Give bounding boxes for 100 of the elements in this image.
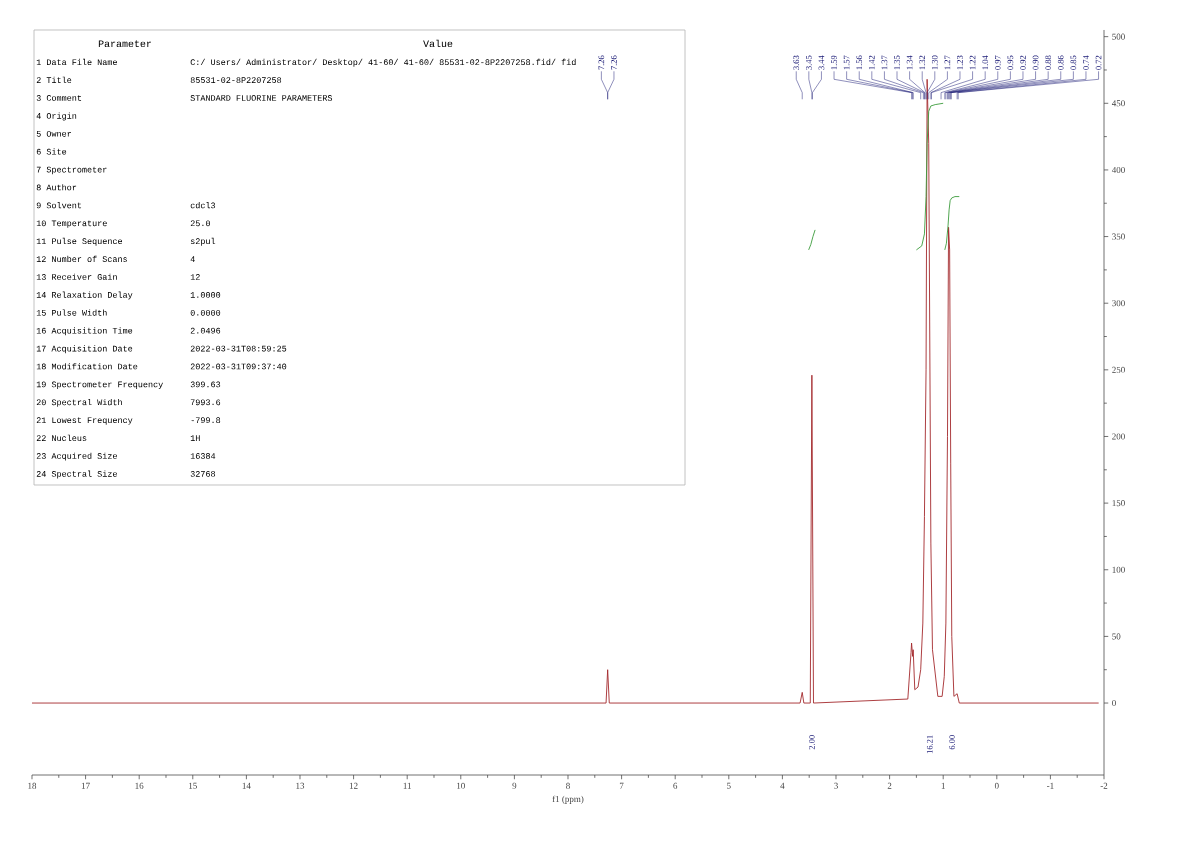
annotation: s2pul: [190, 237, 216, 246]
x-tick-label: 17: [81, 782, 90, 789]
y-tick-label: 350: [1112, 233, 1125, 240]
x-tick-label: 10: [457, 782, 465, 789]
x-tick-label: 12: [349, 782, 358, 789]
annotation: 2.0496: [190, 327, 221, 334]
x-tick-label: 2: [887, 782, 892, 789]
line-series: [915, 102, 944, 251]
x-tick-label: 11: [403, 782, 411, 789]
annotation: 21 Lowest Frequency: [36, 417, 133, 425]
annotation: 17 Acquisition Date: [36, 345, 133, 354]
annotation: 1.42: [868, 55, 875, 70]
x-tick-label: 8: [566, 782, 570, 789]
annotation: 5 Owner: [36, 130, 72, 137]
x-tick-label: -1: [1046, 782, 1054, 789]
annotation: 399.63: [190, 381, 221, 388]
annotation: 0.92: [1020, 55, 1026, 70]
annotation: 0.86: [1057, 55, 1064, 70]
annotation: 25.0: [190, 220, 211, 227]
annotation: 1.59: [831, 55, 837, 70]
annotation: 1.0000: [190, 292, 221, 298]
annotation: 7 Spectrometer: [36, 166, 107, 175]
annotation: 2022-03-31T09:37:40: [190, 363, 287, 370]
y-tick-label: 100: [1112, 566, 1125, 573]
annotation: 0.0000: [190, 309, 221, 316]
x-tick-label: 0: [994, 782, 999, 789]
annotation: 10 Temperature: [36, 220, 107, 228]
x-axis-title: f1 (ppm): [552, 795, 584, 804]
annotation: 1.22: [969, 55, 976, 70]
annotation: 3.63: [793, 55, 800, 70]
annotation: 14 Relaxation Delay: [36, 291, 133, 300]
annotation: 2 Title: [36, 76, 72, 83]
annotation: 8 Author: [36, 184, 77, 191]
annotation: 4 Origin: [36, 112, 77, 121]
line-series: [31, 78, 1100, 704]
annotation: 2022-03-31T08:59:25: [190, 345, 287, 352]
x-tick-label: 15: [189, 782, 197, 789]
annotation: 7.26: [598, 55, 605, 70]
annotation: 3.45: [805, 55, 812, 70]
annotation: 2.00: [809, 735, 815, 750]
y-tick-label: 250: [1112, 366, 1125, 373]
y-tick-label: 300: [1112, 300, 1125, 307]
annotation: Parameter: [98, 40, 152, 48]
annotation: 7993.6: [190, 399, 221, 406]
annotation: 1.32: [919, 55, 926, 70]
annotation: 0.95: [1007, 55, 1014, 70]
annotation: 1.57: [843, 55, 850, 70]
annotation: 32768: [190, 471, 216, 477]
annotation: cdcl3: [190, 202, 216, 209]
annotation: 1.30: [931, 55, 938, 70]
annotation: 16384: [190, 453, 216, 459]
annotation: 4: [190, 256, 195, 262]
annotation: 12 Number of Scans: [36, 255, 127, 262]
annotation: 11 Pulse Sequence: [36, 237, 123, 246]
annotation: STANDARD FLUORINE PARAMETERS: [190, 95, 333, 101]
annotation: 0.97: [994, 55, 1001, 70]
x-tick-label: 18: [28, 782, 37, 789]
annotation: 1.35: [894, 55, 900, 70]
annotation: 12: [190, 274, 200, 280]
annotation: 6.00: [949, 735, 955, 750]
annotation: 23 Acquired Size: [36, 452, 117, 461]
y-tick-label: 450: [1111, 100, 1125, 107]
annotation: 1.23: [957, 55, 963, 70]
annotation: 1.37: [881, 55, 888, 70]
annotation: 18 Modification Date: [36, 363, 138, 370]
x-tick-label: 16: [135, 782, 144, 789]
annotation: C:/ Users/ Administrator/ Desktop/ 41-60/ 41-60/ 85531-02-8P2207258.fid/ fid: [190, 58, 576, 67]
annotation: 16 Acquisition Time: [36, 327, 133, 336]
annotation: 0.88: [1045, 55, 1052, 70]
annotation: Value: [423, 39, 453, 48]
y-tick-label: 400: [1111, 166, 1125, 173]
annotation: 24 Spectral Size: [36, 470, 117, 479]
annotation: 1 Data File Name: [36, 58, 117, 66]
annotation: 0.85: [1070, 55, 1077, 70]
x-tick-label: 7: [619, 782, 624, 789]
annotation: 19 Spectrometer Frequency: [36, 381, 163, 389]
annotation: 3.44: [818, 55, 825, 70]
annotation: 7.26: [611, 55, 617, 70]
x-tick-label: 1: [941, 782, 945, 789]
annotation: 1.56: [856, 55, 863, 70]
annotation: 20 Spectral Width: [36, 398, 122, 407]
y-tick-label: 0: [1112, 700, 1116, 707]
annotation: 0.90: [1032, 55, 1039, 70]
annotation: 15 Pulse Width: [36, 309, 107, 316]
line-series: [944, 196, 960, 251]
annotation: 6 Site: [36, 148, 67, 155]
x-tick-label: 14: [242, 782, 251, 789]
x-tick-label: 3: [834, 782, 838, 789]
y-tick-label: 50: [1112, 633, 1121, 640]
annotation: 1.34: [906, 55, 913, 70]
annotation: 1.27: [944, 55, 951, 70]
x-tick-label: 6: [673, 782, 678, 789]
x-tick-label: 5: [727, 782, 731, 789]
annotation: 0.74: [1083, 55, 1089, 70]
annotation: 3 Comment: [36, 95, 82, 101]
annotation: 1H: [190, 435, 200, 441]
y-tick-label: 500: [1112, 33, 1125, 40]
annotation: -799.8: [191, 417, 221, 424]
y-tick-label: 150: [1112, 500, 1125, 507]
annotation: 22 Nucleus: [36, 434, 87, 441]
